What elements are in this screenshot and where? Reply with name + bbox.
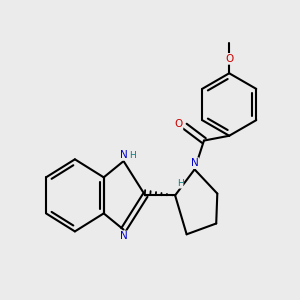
Text: O: O <box>225 54 233 64</box>
Text: N: N <box>120 231 128 242</box>
Text: N: N <box>191 158 199 168</box>
Text: H: H <box>177 179 184 188</box>
Text: H: H <box>130 151 136 160</box>
Text: O: O <box>174 119 182 129</box>
Text: N: N <box>120 150 128 160</box>
